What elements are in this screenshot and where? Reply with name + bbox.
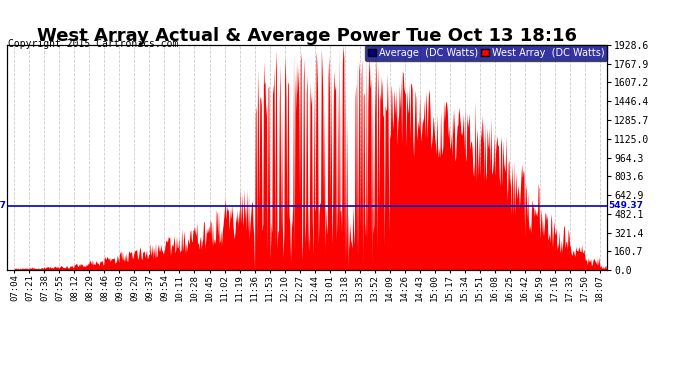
Text: Copyright 2015 Cartronics.com: Copyright 2015 Cartronics.com: [8, 39, 179, 50]
Legend: Average  (DC Watts), West Array  (DC Watts): Average (DC Watts), West Array (DC Watts…: [365, 45, 607, 61]
Text: 549.37: 549.37: [0, 201, 6, 210]
Title: West Array Actual & Average Power Tue Oct 13 18:16: West Array Actual & Average Power Tue Oc…: [37, 27, 577, 45]
Text: 549.37: 549.37: [608, 201, 643, 210]
